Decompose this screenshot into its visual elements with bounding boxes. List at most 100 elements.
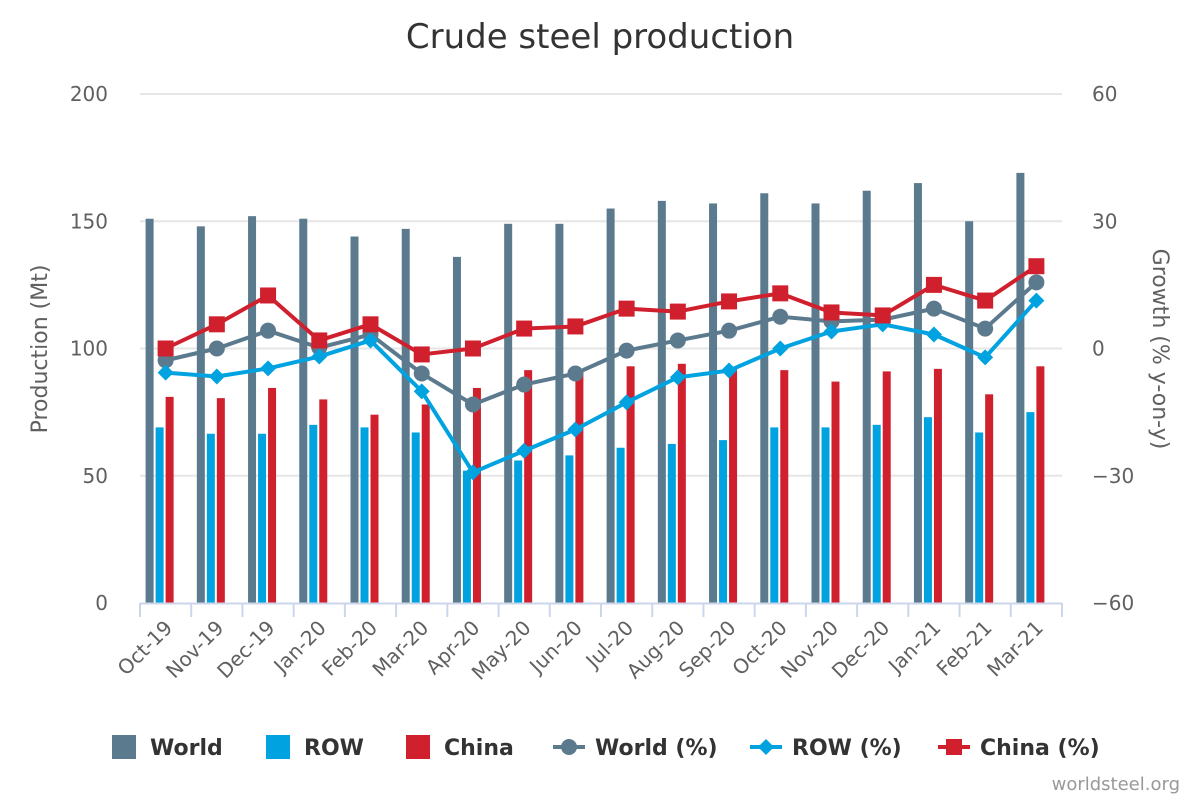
bar-china xyxy=(985,394,994,603)
marker-world xyxy=(721,322,738,339)
bar-row xyxy=(1026,412,1035,603)
marker-row xyxy=(413,383,430,400)
marker-china xyxy=(772,285,789,302)
legend-marker-icon xyxy=(758,739,774,755)
marker-world xyxy=(516,376,533,393)
marker-world xyxy=(925,300,942,317)
bar-china xyxy=(472,387,481,603)
legend-label: World (%) xyxy=(595,736,718,761)
y-right-tick-label: 60 xyxy=(1092,82,1117,106)
bar-world xyxy=(657,200,666,603)
legend-swatch xyxy=(266,735,290,759)
bar-world xyxy=(504,223,513,604)
y-axis-left-label: Production (Mt) xyxy=(28,265,53,434)
bar-row xyxy=(258,433,267,603)
bar-world xyxy=(862,190,871,603)
marker-china xyxy=(977,292,994,309)
bar-world xyxy=(196,226,205,603)
bar-world xyxy=(452,256,461,603)
bar-row xyxy=(923,417,932,603)
marker-row xyxy=(669,369,686,386)
bar-row xyxy=(719,440,728,603)
marker-row xyxy=(516,442,533,459)
bar-world xyxy=(811,203,820,603)
legend-item-china[interactable]: China (%) xyxy=(938,736,1100,761)
bar-china xyxy=(370,414,379,603)
legend-item-china[interactable]: China xyxy=(406,735,514,761)
legend-item-world[interactable]: World xyxy=(112,735,223,761)
marker-world xyxy=(413,365,430,382)
marker-row xyxy=(618,394,635,411)
marker-china xyxy=(721,293,738,310)
x-tick-label: Dec-19 xyxy=(212,616,279,683)
line-row xyxy=(165,299,1038,475)
legend-marker-icon xyxy=(561,739,577,755)
legend-label: World xyxy=(150,736,223,761)
bar-world xyxy=(760,193,769,603)
legend-label: ROW xyxy=(304,736,364,761)
bar-china xyxy=(319,399,328,603)
marker-row xyxy=(208,368,225,385)
marker-china xyxy=(208,316,225,333)
bar-world xyxy=(965,221,974,603)
bars xyxy=(145,172,1045,604)
marker-world xyxy=(567,365,584,382)
marker-row xyxy=(311,348,328,365)
credit-text[interactable]: worldsteel.org xyxy=(1052,774,1180,795)
bar-china xyxy=(882,371,891,603)
marker-china xyxy=(874,307,891,324)
bar-china xyxy=(216,398,225,603)
y-axis-left: 0 50 100 150 200 xyxy=(70,82,108,615)
x-tick-label: Mar-20 xyxy=(367,616,433,682)
legend-marker-icon xyxy=(946,739,962,755)
bar-china xyxy=(729,368,738,603)
marker-china xyxy=(925,276,942,293)
bar-china xyxy=(268,387,277,603)
bar-row xyxy=(514,460,523,603)
chart-title: Crude steel production xyxy=(406,17,794,57)
marker-row xyxy=(362,332,379,349)
marker-row xyxy=(977,349,994,366)
bar-row xyxy=(821,427,830,603)
marker-china xyxy=(516,320,533,337)
bar-row xyxy=(872,424,881,603)
bar-row xyxy=(565,455,574,603)
y-axis-right-label: Growth (% y-on-y) xyxy=(1147,249,1172,450)
bar-china xyxy=(165,396,174,603)
legend-swatch xyxy=(112,735,136,759)
legend-item-row[interactable]: ROW (%) xyxy=(750,736,902,761)
x-tick-label: Feb-20 xyxy=(317,616,382,681)
bar-world xyxy=(709,203,718,603)
marker-world xyxy=(1028,274,1045,291)
y-tick-label: 150 xyxy=(70,209,108,233)
y-right-tick-label: 30 xyxy=(1092,209,1117,233)
bar-china xyxy=(933,368,942,603)
lines xyxy=(157,258,1045,481)
marker-china xyxy=(413,346,430,363)
marker-world xyxy=(772,308,789,325)
marker-china xyxy=(823,304,840,321)
marker-world xyxy=(260,322,277,339)
marker-row xyxy=(721,362,738,379)
marker-china xyxy=(1028,258,1045,275)
marker-china xyxy=(260,287,277,304)
bar-world xyxy=(350,236,359,603)
x-tick-label: Dec-20 xyxy=(827,616,894,683)
y-right-tick-label: −30 xyxy=(1092,464,1134,488)
bar-china xyxy=(831,381,840,603)
y-tick-label: 100 xyxy=(70,337,108,361)
legend-swatch xyxy=(406,735,430,759)
legend-item-world[interactable]: World (%) xyxy=(553,736,718,761)
marker-row xyxy=(772,340,789,357)
x-tick-label: Aug-20 xyxy=(622,616,690,684)
legend-item-row[interactable]: ROW xyxy=(266,735,364,761)
marker-china xyxy=(618,300,635,317)
marker-china xyxy=(311,332,328,349)
marker-row xyxy=(567,421,584,438)
bar-row xyxy=(155,427,164,603)
bar-world xyxy=(145,218,154,603)
line-world xyxy=(165,280,1038,407)
marker-row xyxy=(260,360,277,377)
line-china xyxy=(164,264,1038,357)
